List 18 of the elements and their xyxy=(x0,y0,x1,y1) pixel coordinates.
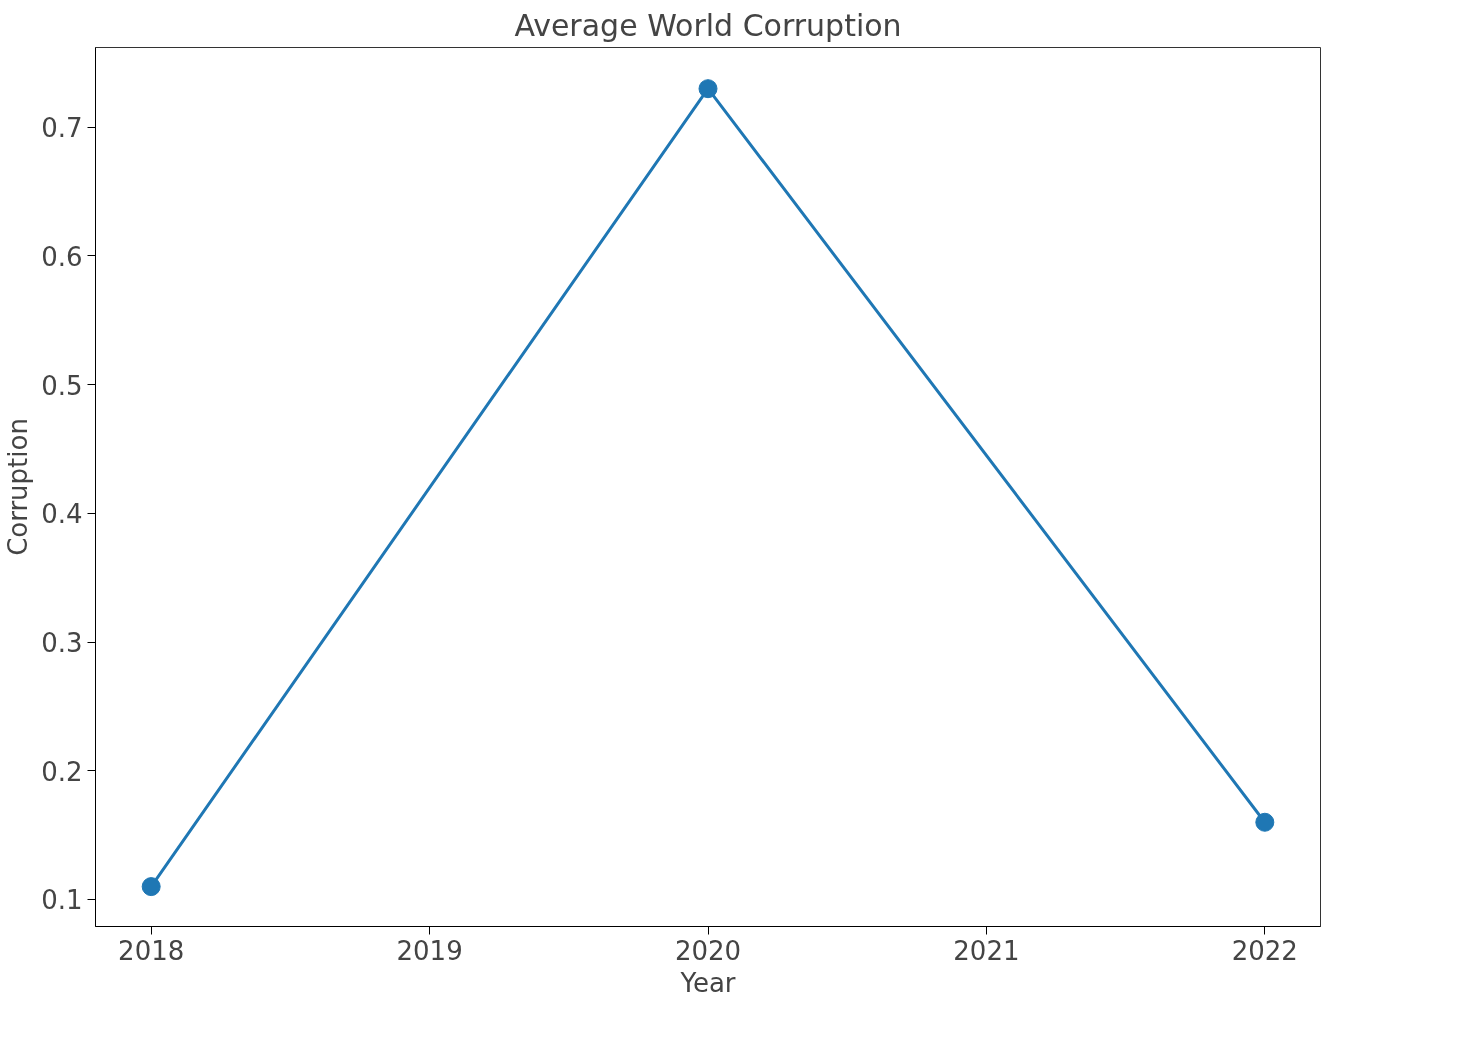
chart-title: Average World Corruption xyxy=(514,7,902,43)
x-tick-label: 2022 xyxy=(1231,935,1298,966)
y-tick-label: 0.7 xyxy=(41,113,83,144)
point xyxy=(698,79,718,99)
y-tick-label: 0.6 xyxy=(41,241,83,272)
y-tick-label: 0.4 xyxy=(41,499,83,530)
x-tick-label: 2020 xyxy=(674,935,742,966)
y-axis-title: Corruption xyxy=(3,418,34,556)
y-tick-label: 0.1 xyxy=(41,885,83,916)
x-tick-label: 2018 xyxy=(118,935,185,966)
y-tick-label: 0.2 xyxy=(41,756,83,787)
y-tick-label: 0.3 xyxy=(41,628,83,659)
x-tick-label: 2021 xyxy=(953,935,1020,966)
x-axis-title: Year xyxy=(679,967,736,998)
y-tick-label: 0.5 xyxy=(41,370,83,401)
point xyxy=(1255,812,1275,832)
x-tick-label: 2019 xyxy=(396,935,463,966)
point xyxy=(141,877,161,897)
